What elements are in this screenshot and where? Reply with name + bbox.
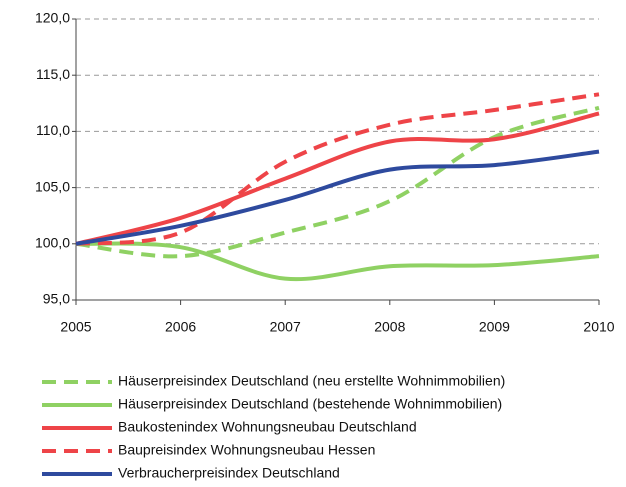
legend-label: Baupreisindex Wohnungsneubau Hessen	[118, 442, 375, 458]
y-tick-label: 100,0	[35, 235, 70, 251]
x-tick-label: 2006	[165, 319, 196, 335]
y-tick-label: 95,0	[43, 291, 70, 307]
y-tick-label: 115,0	[36, 66, 70, 82]
y-tick-label: 105,0	[35, 178, 70, 194]
series-line	[75, 111, 600, 246]
x-tick-label: 2009	[479, 319, 510, 335]
legend-label: Verbraucherpreisindex Deutschland	[118, 465, 340, 481]
series-line	[75, 241, 600, 282]
legend-label: Baukostenindex Wohnungsneubau Deutschlan…	[118, 419, 417, 435]
x-tick-label: 2005	[60, 319, 91, 335]
x-tick-label: 2010	[583, 319, 614, 335]
y-tick-label: 110,0	[36, 122, 70, 138]
x-tick-label: 2008	[374, 319, 405, 335]
legend-label: Häuserpreisindex Deutschland (neu erstel…	[118, 373, 505, 389]
series-line	[75, 92, 600, 246]
series-line	[75, 149, 600, 246]
legend-label: Häuserpreisindex Deutschland (bestehende…	[118, 396, 502, 412]
series-line	[75, 105, 600, 259]
x-tick-label: 2007	[270, 319, 301, 335]
y-tick-label: 120,0	[35, 10, 70, 26]
